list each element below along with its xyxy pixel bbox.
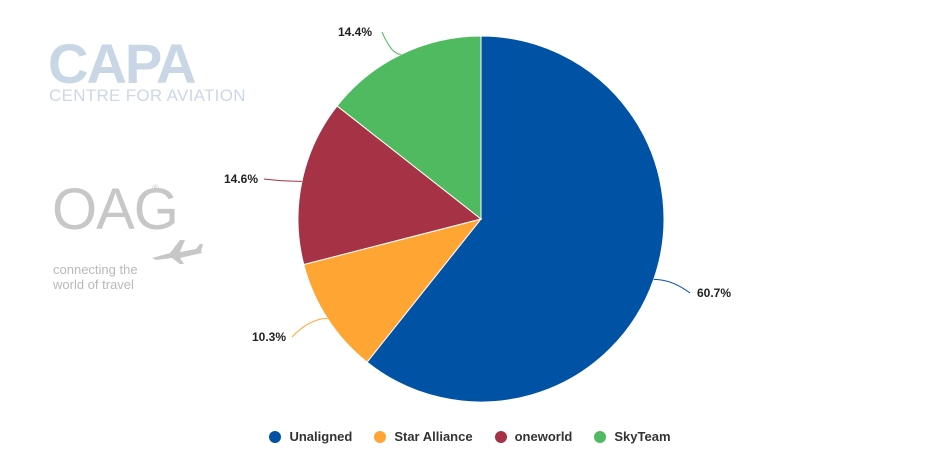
pie-slice-skyteam[interactable] xyxy=(336,35,482,221)
legend-label: SkyTeam xyxy=(614,429,671,444)
data-label-star-alliance: 10.3% xyxy=(252,330,286,344)
oag-tagline-line1: connecting the xyxy=(53,262,138,277)
legend-label: Unaligned xyxy=(289,429,353,444)
legend-marker xyxy=(494,430,507,443)
legend-label: oneworld xyxy=(514,429,573,444)
oag-tagline-line2: world of travel xyxy=(53,277,134,292)
data-label-skyteam: 14.4% xyxy=(338,25,372,39)
data-label-unaligned: 60.7% xyxy=(697,286,731,300)
oag-logo-text: OAG xyxy=(52,177,179,242)
callout-line-skyteam xyxy=(381,31,402,55)
callout-line-unaligned xyxy=(653,278,691,294)
capa-logo-subtitle: CENTRE FOR AVIATION xyxy=(49,86,246,105)
capa-logo-text: CAPA xyxy=(48,32,197,95)
legend-label: Star Alliance xyxy=(394,429,473,444)
legend-item-skyteam[interactable]: SkyTeam xyxy=(594,429,671,444)
legend-item-oneworld[interactable]: oneworld xyxy=(494,429,573,444)
legend-marker xyxy=(594,430,607,443)
legend-item-star-alliance[interactable]: Star Alliance xyxy=(374,429,473,444)
pie-slice-oneworld[interactable] xyxy=(297,105,483,266)
oag-tagline: connecting the world of travel xyxy=(53,262,173,292)
callout-line-star-alliance xyxy=(291,318,328,338)
legend-marker xyxy=(374,430,387,443)
pie-slice-unaligned[interactable] xyxy=(366,35,665,403)
legend-item-unaligned[interactable]: Unaligned xyxy=(269,429,352,444)
oag-registered-mark: ® xyxy=(152,183,159,193)
chart-legend: Unaligned Star Alliance oneworld SkyTeam xyxy=(0,429,940,444)
legend-marker xyxy=(269,430,282,443)
callout-line-oneworld xyxy=(263,178,302,182)
pie-slice-star-alliance[interactable] xyxy=(303,218,483,363)
data-label-oneworld: 14.6% xyxy=(224,172,258,186)
airplane-icon xyxy=(152,240,203,264)
